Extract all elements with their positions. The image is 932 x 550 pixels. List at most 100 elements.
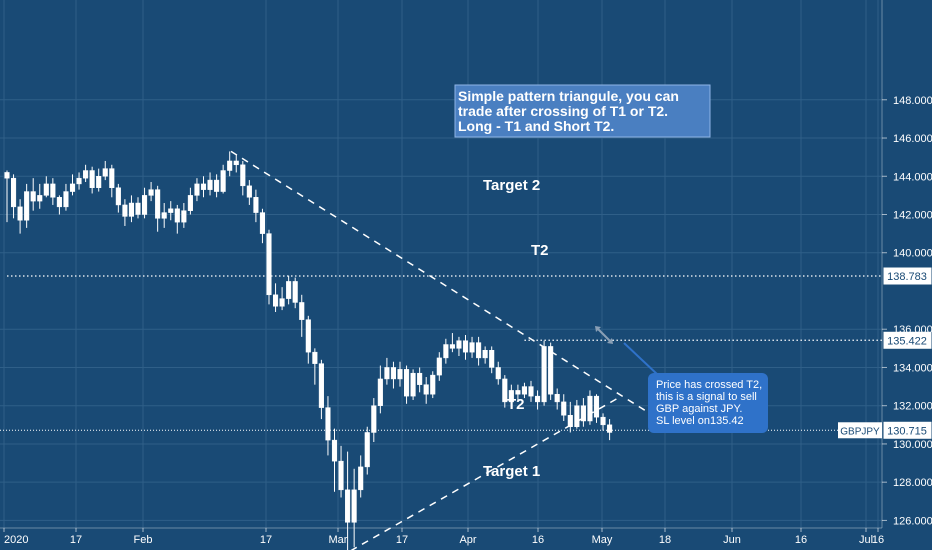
y-tick-label: 132.000 — [893, 401, 932, 413]
candle-body — [574, 405, 580, 427]
candle-body — [76, 177, 82, 185]
candle-body — [528, 386, 534, 397]
note-line-1: Simple pattern triangule, you can — [458, 88, 679, 104]
candle — [286, 275, 292, 305]
grid — [0, 0, 882, 528]
candle-body — [554, 393, 560, 403]
candle — [521, 382, 528, 399]
x-tick-label: 16 — [532, 534, 544, 546]
candle — [410, 369, 416, 400]
candle-body — [240, 164, 246, 187]
candle-body — [404, 369, 410, 397]
candle — [554, 388, 560, 410]
candle — [535, 390, 541, 410]
candle — [4, 170, 10, 223]
candle — [404, 365, 410, 404]
price-label-box — [883, 331, 932, 349]
candle-body — [24, 191, 30, 221]
candle-body — [456, 340, 462, 349]
candle-body — [109, 168, 115, 188]
candle-body — [168, 208, 174, 213]
candle — [43, 176, 49, 198]
candle — [515, 384, 521, 400]
candle — [351, 468, 357, 548]
candle — [299, 294, 305, 337]
candle — [417, 367, 423, 393]
t2-upper-label: T2 — [531, 242, 549, 259]
resize-arrows-icon[interactable] — [595, 326, 613, 344]
candle-body — [194, 183, 200, 196]
candle — [312, 348, 318, 385]
candle-body — [482, 350, 488, 359]
candle-body — [417, 372, 423, 385]
candle-body — [469, 342, 475, 353]
candle-body — [318, 363, 324, 408]
candle-body — [115, 187, 121, 206]
candle — [325, 396, 331, 456]
candle — [364, 426, 370, 475]
candle — [240, 160, 246, 196]
candle — [443, 338, 449, 364]
candle-body — [351, 489, 357, 523]
lower-trendline — [350, 395, 622, 550]
candle — [214, 174, 220, 198]
candle-body — [338, 460, 344, 491]
candle — [207, 172, 213, 196]
note-box[interactable]: Simple pattern triangule, you can trade … — [454, 84, 711, 138]
candle — [89, 166, 95, 194]
candle-body — [181, 210, 187, 223]
candle-body — [561, 401, 567, 416]
candle-body — [345, 489, 351, 523]
candle — [338, 445, 344, 498]
candle — [587, 390, 593, 425]
candle-body — [449, 344, 455, 349]
candle-body — [390, 367, 396, 380]
callout-pointer — [623, 342, 659, 376]
candle-body — [358, 466, 364, 491]
candle — [390, 361, 396, 389]
candle-body — [233, 160, 239, 166]
candle — [227, 151, 233, 177]
candle — [168, 201, 174, 221]
candle — [345, 451, 351, 550]
candle-body — [299, 302, 305, 320]
candle — [50, 178, 56, 205]
candle-body — [69, 183, 76, 192]
callout-line-3: GBP against JPY. — [656, 403, 742, 415]
note-box-background — [454, 84, 711, 138]
candle — [449, 333, 455, 353]
x-tick-label: May — [592, 534, 613, 546]
candle-body — [286, 281, 292, 299]
candle-body — [600, 416, 606, 426]
candle-body — [305, 319, 311, 353]
candle — [17, 199, 23, 234]
price-axis[interactable]: 148.000146.000144.000142.000140.000136.0… — [882, 95, 932, 550]
signal-callout[interactable]: Price has crossed T2, this is a signal t… — [623, 342, 768, 433]
candle — [253, 189, 259, 223]
candle-body — [410, 372, 416, 397]
candle — [96, 168, 102, 192]
candle-body — [17, 206, 23, 221]
note-line-2: trade after crossing of T1 or T2. — [458, 103, 668, 119]
x-tick-label: 17 — [260, 534, 272, 546]
candle — [528, 380, 534, 402]
target-1-label: Target 1 — [483, 463, 540, 480]
trendlines — [230, 150, 663, 550]
candle — [30, 178, 36, 211]
candle — [567, 401, 573, 433]
candle-body — [495, 367, 501, 380]
y-tick-label: 128.000 — [893, 477, 932, 489]
candle — [502, 375, 508, 408]
x-tick-label: 18 — [659, 534, 671, 546]
candle-body — [443, 344, 449, 359]
candle — [397, 361, 403, 387]
candle-body — [476, 342, 482, 359]
candle-body — [397, 369, 403, 380]
t2-lower-label: T2 — [507, 396, 525, 413]
candle-body — [259, 212, 265, 234]
candle-body — [227, 160, 233, 171]
price-label-box — [883, 421, 932, 439]
candle-body — [462, 340, 469, 353]
